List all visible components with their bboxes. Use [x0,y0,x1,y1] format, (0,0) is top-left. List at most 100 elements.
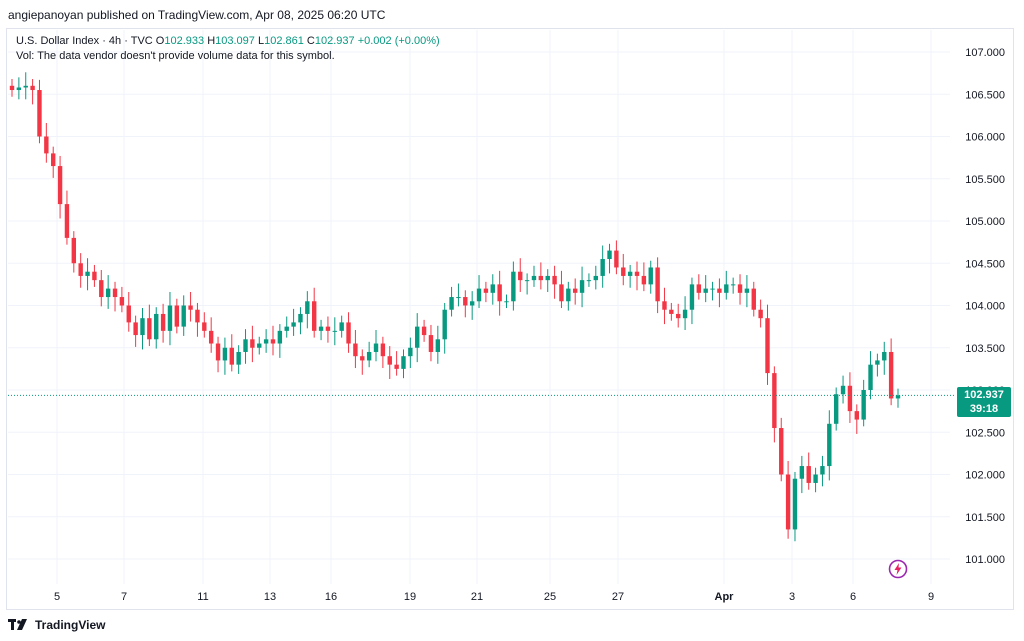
candle-body [524,280,530,282]
open-label: O [155,35,165,47]
candle-body [696,284,702,293]
price-tick-label: 102.000 [965,470,1005,482]
candle-body [92,271,97,281]
candle-body [641,275,647,285]
price-tick-label: 107.000 [965,47,1005,59]
candle-body [600,259,605,276]
candle-body [586,280,592,282]
candle-body [195,309,200,323]
candle-body [682,309,688,319]
last-price-value: 102.937 [964,389,1004,401]
candle-body [154,313,159,340]
change-value: +0.002 (+0.00%) [357,35,440,47]
high-label: H [207,35,216,47]
candle-body [758,309,763,319]
time-tick-label: 3 [789,591,795,603]
last-price-tag: 102.937 39:18 [957,387,1011,417]
candle-body [875,360,880,365]
candle-body [105,288,111,298]
candle-body [765,318,770,374]
candle-body [449,297,454,310]
candle-body [579,280,585,293]
time-tick-label: 25 [544,591,556,603]
chart-legend: U.S. Dollar Index · 4h · TVC O102.933 H 1… [16,34,440,64]
candle-body [339,322,344,331]
candle-body [511,271,516,302]
candle-body [593,275,598,281]
tradingview-logo-icon [8,619,27,630]
candle-body [566,288,571,302]
candle-body [257,343,262,348]
price-tick-label: 102.500 [965,427,1005,439]
candle-body [888,351,894,399]
candle-body [518,271,523,281]
footer-brand: TradingView [8,618,105,632]
candle-body [648,267,653,285]
candle-body [744,288,750,293]
candle-body [23,85,28,88]
candle-body [126,305,131,323]
price-tick-label: 106.000 [965,132,1005,144]
candle-body [401,356,406,369]
price-tick-label: 104.500 [965,258,1005,270]
candle-body [655,267,660,302]
candle-body [497,284,502,302]
price-tick-label: 101.500 [965,512,1005,524]
time-tick-label: 11 [197,591,208,603]
candle-body [552,275,557,285]
candle-body [559,284,564,302]
low-label: L [257,35,265,47]
candle-body [476,288,482,302]
candle-body [202,322,207,331]
candle-body [366,351,372,361]
time-axis: 5 7 11 13 16 19 21 25 27 Apr 3 6 9 [54,591,934,603]
candle-body [181,305,186,327]
candle-body [360,356,365,361]
price-tick-label: 104.000 [965,301,1005,313]
candle-body [78,263,83,276]
candle-body [415,326,420,348]
candles [9,72,901,542]
candle-body [291,322,296,327]
candle-body [9,85,15,91]
candle-body [332,330,338,332]
time-tick-label: 5 [54,591,60,603]
candle-body [263,339,269,344]
candle-body [669,309,674,314]
candle-body [119,297,125,306]
candle-body [112,288,118,298]
lightning-icon[interactable] [888,559,908,579]
candle-body [325,326,331,331]
footer-brand-label: TradingView [35,618,106,632]
time-tick-label: 19 [404,591,416,603]
candle-body [827,423,832,467]
candle-body [312,301,317,331]
candle-body [284,326,289,331]
candle-body [236,351,241,365]
time-tick-label: 16 [325,591,337,603]
candle-body [380,343,386,357]
time-tick-label: Apr [715,591,735,603]
candle-body [44,136,49,154]
candle-body [751,288,756,310]
time-tick-label: 21 [471,591,483,603]
candle-body [229,347,234,365]
candle-body [861,390,866,420]
candle-body [504,301,509,303]
candle-body [174,305,180,327]
candle-body [792,478,798,530]
candle-body [847,385,853,412]
candle-body [806,466,811,483]
low-value: 102.861 [264,35,304,47]
candle-body [785,474,791,530]
candle-body [676,313,681,319]
candle-body [167,305,173,331]
candle-body [737,284,743,293]
time-tick-label: 6 [850,591,856,603]
symbol-title: U.S. Dollar Index · 4h · TVC [16,35,153,47]
candle-body [421,326,427,336]
candle-body [868,364,873,390]
open-value: 102.933 [164,35,205,47]
candle-body [408,347,413,357]
